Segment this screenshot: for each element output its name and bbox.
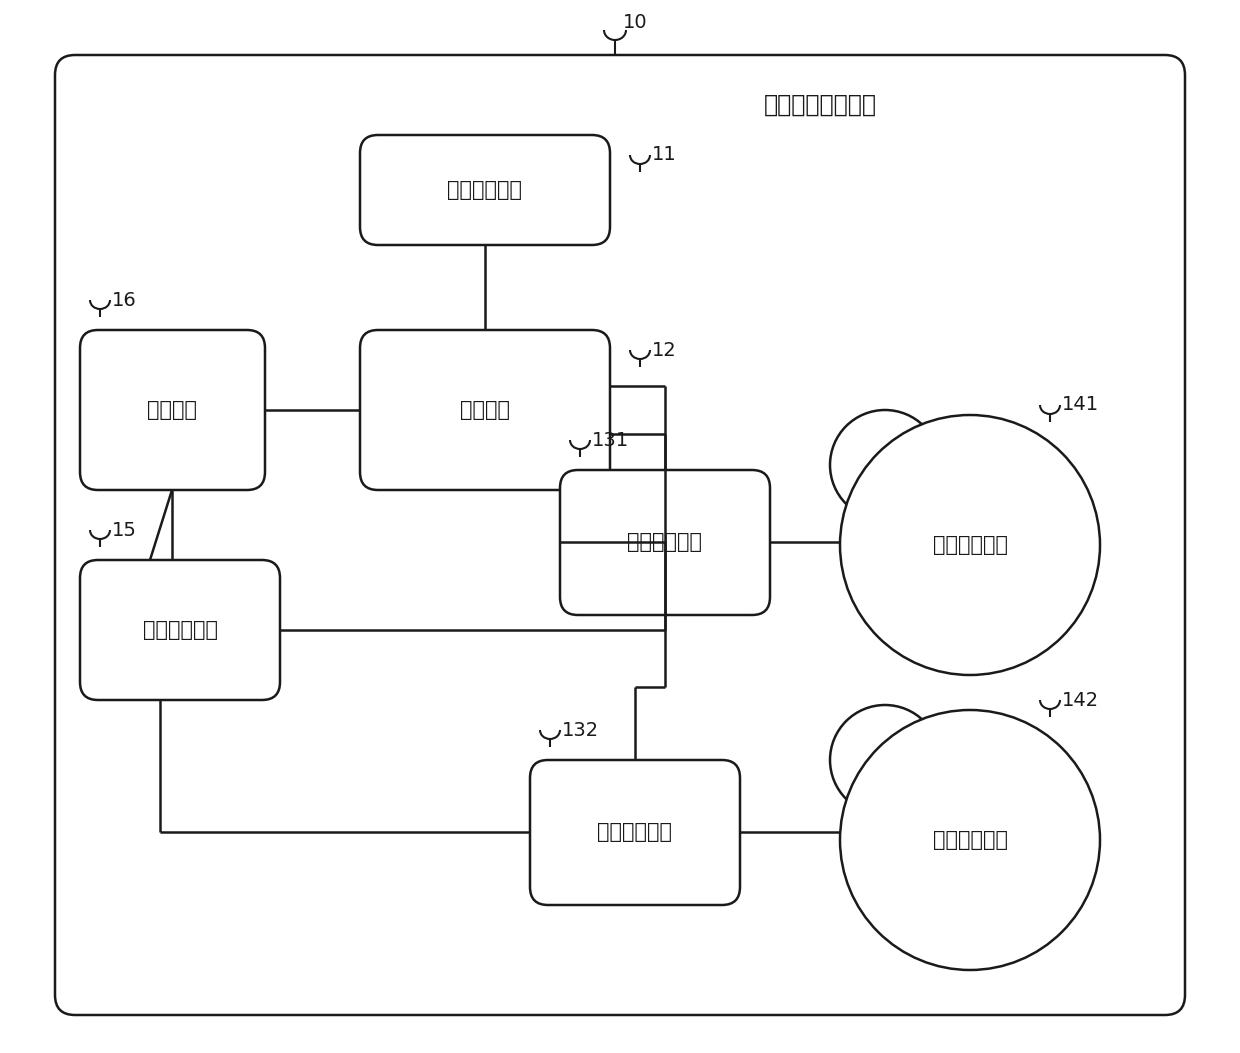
Text: 第一发射线圈: 第一发射线圈 xyxy=(932,535,1007,555)
Text: 第二逆变电路: 第二逆变电路 xyxy=(598,822,672,842)
Text: 15: 15 xyxy=(112,520,136,539)
Text: 11: 11 xyxy=(652,145,677,164)
Text: 141: 141 xyxy=(1061,396,1099,415)
FancyBboxPatch shape xyxy=(360,135,610,245)
Text: 131: 131 xyxy=(591,431,629,450)
FancyBboxPatch shape xyxy=(81,560,280,700)
Circle shape xyxy=(830,706,940,815)
FancyBboxPatch shape xyxy=(81,330,265,490)
Text: 132: 132 xyxy=(562,720,599,739)
Text: 指示电路: 指示电路 xyxy=(148,400,197,420)
Text: 第二发射线圈: 第二发射线圈 xyxy=(932,830,1007,850)
FancyBboxPatch shape xyxy=(55,55,1185,1015)
Circle shape xyxy=(830,410,940,520)
Circle shape xyxy=(839,710,1100,970)
Text: 第一逆变电路: 第一逆变电路 xyxy=(627,532,703,552)
FancyBboxPatch shape xyxy=(560,470,770,615)
Circle shape xyxy=(839,415,1100,675)
Text: 10: 10 xyxy=(622,13,647,32)
Text: 12: 12 xyxy=(652,340,677,359)
Text: 16: 16 xyxy=(112,291,136,310)
FancyBboxPatch shape xyxy=(529,760,740,905)
Text: 无线充电发射电路: 无线充电发射电路 xyxy=(764,93,877,117)
FancyBboxPatch shape xyxy=(360,330,610,490)
Text: 稳压电路: 稳压电路 xyxy=(460,400,510,420)
Text: 142: 142 xyxy=(1061,691,1099,710)
Text: 充电控制电路: 充电控制电路 xyxy=(143,620,217,640)
Text: 电源输入接口: 电源输入接口 xyxy=(448,180,522,200)
